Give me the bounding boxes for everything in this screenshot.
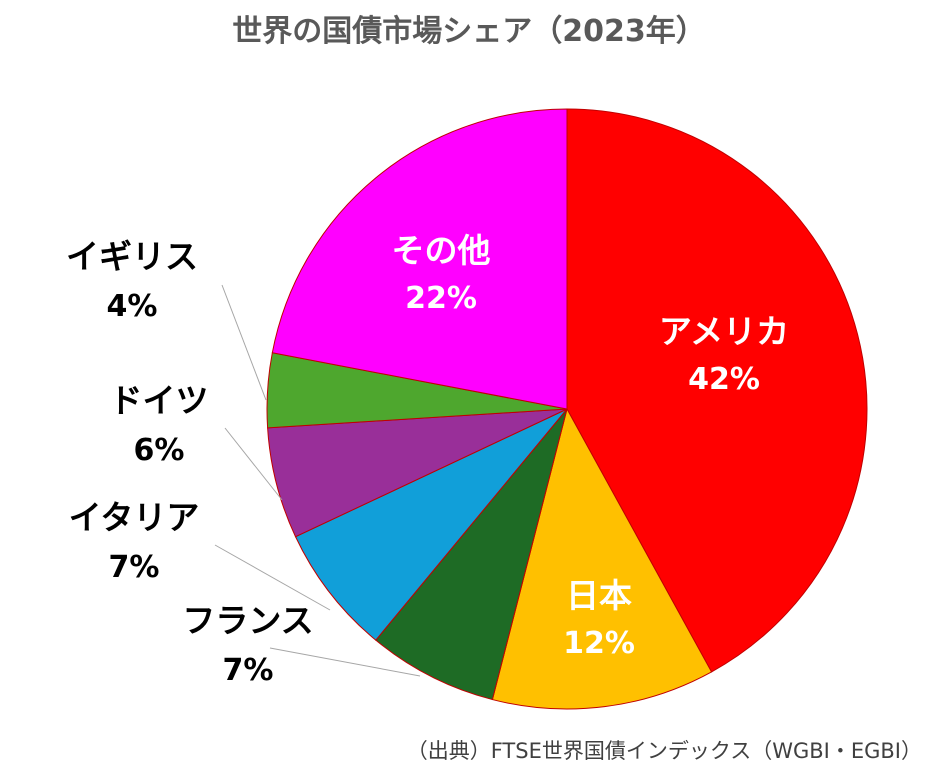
slice-label-1: 日本: [566, 576, 632, 615]
slice-value-label-5: 4%: [107, 289, 158, 324]
pie-slice-2: [375, 408, 568, 701]
leader-line-3: [214, 544, 331, 611]
pie-slice-6: [271, 108, 568, 410]
leader-line-2: [269, 647, 421, 677]
slice-value-label-4: 6%: [134, 433, 185, 468]
slice-label-6: その他: [392, 231, 491, 270]
slice-label-3: イタリア: [69, 498, 200, 537]
leader-line-4: [224, 427, 283, 501]
slice-value-label-2: 7%: [223, 653, 274, 688]
slice-label-2: フランス: [182, 601, 313, 640]
slice-value-label-1: 12%: [563, 626, 635, 661]
slice-value-label-0: 42%: [688, 362, 760, 397]
slice-label-0: アメリカ: [659, 312, 789, 351]
pie-slice-0: [566, 108, 868, 673]
leader-line-5: [221, 284, 267, 401]
slice-label-5: イギリス: [66, 237, 198, 276]
slice-value-label-3: 7%: [109, 550, 160, 585]
pie-slice-1: [491, 407, 713, 710]
pie-slice-3: [294, 408, 568, 641]
slice-value-label-6: 22%: [405, 281, 477, 316]
chart-title: 世界の国債市場シェア（2023年）: [232, 14, 706, 49]
slice-label-4: ドイツ: [110, 381, 209, 420]
source-note: （出典）FTSE世界国債インデックス（WGBI・EGBI）: [406, 739, 922, 763]
